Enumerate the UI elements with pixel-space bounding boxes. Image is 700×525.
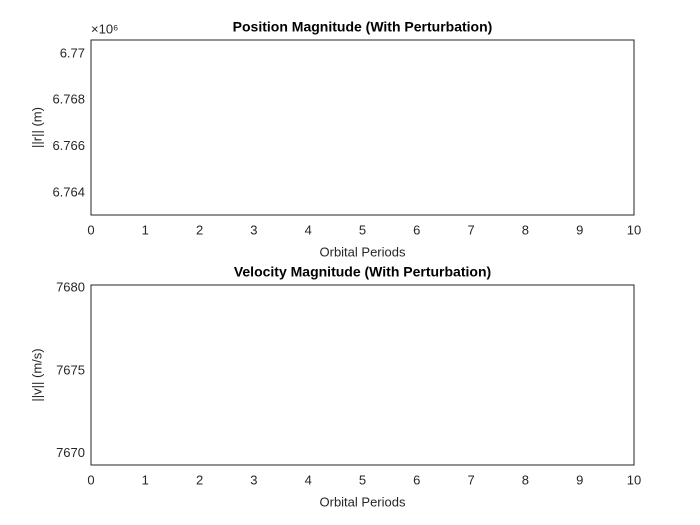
x-axis-label: Orbital Periods [320, 494, 406, 509]
x-tick-label: 7 [467, 472, 474, 487]
x-tick-label: 0 [87, 222, 94, 237]
y-tick-label: 7680 [56, 280, 85, 295]
y-tick-label: 6.764 [52, 184, 85, 199]
y-tick-label: 6.77 [60, 45, 85, 60]
x-tick-label: 3 [250, 472, 257, 487]
x-tick-label: 10 [627, 472, 641, 487]
x-tick-label: 6 [413, 472, 420, 487]
y-tick-label: 7675 [56, 362, 85, 377]
x-tick-label: 5 [359, 222, 366, 237]
x-tick-label: 4 [305, 472, 312, 487]
chart-title: Position Magnitude (With Perturbation) [233, 19, 493, 35]
y-axis-label: ||r|| (m) [29, 107, 44, 148]
x-tick-label: 4 [305, 222, 312, 237]
x-tick-label: 8 [522, 222, 529, 237]
x-tick-label: 2 [196, 472, 203, 487]
x-tick-label: 7 [467, 222, 474, 237]
x-tick-label: 6 [413, 222, 420, 237]
x-tick-label: 8 [522, 472, 529, 487]
axes-box [90, 39, 635, 216]
y-tick-label: 6.766 [52, 138, 85, 153]
x-tick-label: 9 [576, 472, 583, 487]
x-tick-label: 10 [627, 222, 641, 237]
x-tick-label: 5 [359, 472, 366, 487]
x-axis-label: Orbital Periods [320, 244, 406, 259]
x-tick-label: 2 [196, 222, 203, 237]
x-tick-label: 9 [576, 222, 583, 237]
x-tick-label: 0 [87, 472, 94, 487]
x-tick-label: 3 [250, 222, 257, 237]
y-tick-label: 6.768 [52, 92, 85, 107]
y-exponent: ×10⁶ [91, 21, 118, 36]
x-tick-label: 1 [142, 472, 149, 487]
axes-box [90, 284, 635, 466]
y-axis-label: ||v|| (m/s) [29, 348, 44, 401]
y-tick-label: 7670 [56, 445, 85, 460]
chart-title: Velocity Magnitude (With Perturbation) [234, 264, 491, 280]
x-tick-label: 1 [142, 222, 149, 237]
